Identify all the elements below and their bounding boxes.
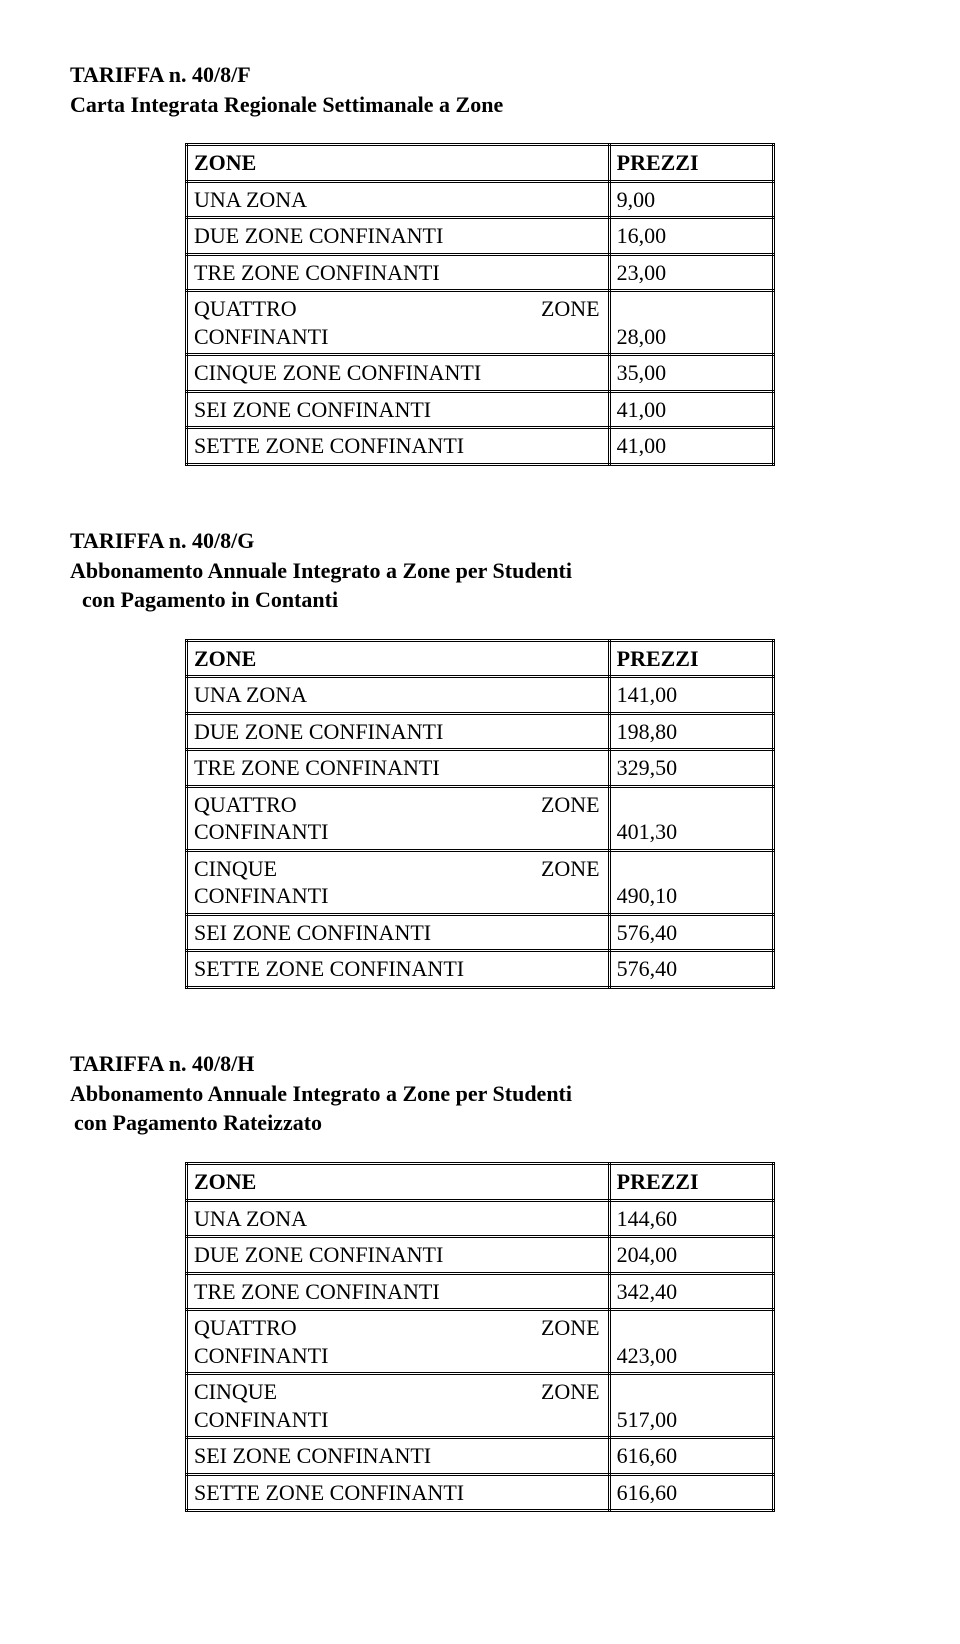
col-prezzi-header: PREZZI <box>609 1164 773 1201</box>
col-zone-header: ZONE <box>187 640 610 677</box>
table-row: UNA ZONA 9,00 <box>187 181 774 218</box>
zone-cell: DUE ZONE CONFINANTI <box>187 713 610 750</box>
table-row: QUATTRO ZONE CONFINANTI 28,00 <box>187 291 774 355</box>
zone-cell: UNA ZONA <box>187 181 610 218</box>
price-cell: 616,60 <box>609 1474 773 1511</box>
zone-cell-sub: CONFINANTI <box>194 1342 600 1370</box>
table-row: TRE ZONE CONFINANTI 329,50 <box>187 750 774 787</box>
price-cell: 23,00 <box>609 254 773 291</box>
zone-cell: TRE ZONE CONFINANTI <box>187 254 610 291</box>
tariffa-h-subtitle: Abbonamento Annuale Integrato a Zone per… <box>70 1079 890 1109</box>
zone-cell: QUATTRO ZONE CONFINANTI <box>187 1310 610 1374</box>
zone-cell: SETTE ZONE CONFINANTI <box>187 951 610 988</box>
price-cell: 198,80 <box>609 713 773 750</box>
table-header-row: ZONE PREZZI <box>187 145 774 182</box>
zone-cell: SEI ZONE CONFINANTI <box>187 914 610 951</box>
zone-cell: CINQUE ZONE CONFINANTI <box>187 1374 610 1438</box>
table-row: SETTE ZONE CONFINANTI 41,00 <box>187 428 774 465</box>
col-zone-header: ZONE <box>187 145 610 182</box>
table-row: SETTE ZONE CONFINANTI 576,40 <box>187 951 774 988</box>
zone-cell-a: CINQUE <box>194 1378 277 1406</box>
zone-cell: DUE ZONE CONFINANTI <box>187 1237 610 1274</box>
price-cell: 576,40 <box>609 951 773 988</box>
table-row: CINQUE ZONE CONFINANTI 35,00 <box>187 355 774 392</box>
table-row: CINQUE ZONE CONFINANTI 490,10 <box>187 850 774 914</box>
tariffa-h-title: TARIFFA n. 40/8/H <box>70 1049 890 1079</box>
zone-cell: UNA ZONA <box>187 677 610 714</box>
tariffa-g-title: TARIFFA n. 40/8/G <box>70 526 890 556</box>
zone-cell: DUE ZONE CONFINANTI <box>187 218 610 255</box>
zone-cell: SETTE ZONE CONFINANTI <box>187 1474 610 1511</box>
zone-cell: CINQUE ZONE CONFINANTI <box>187 355 610 392</box>
table-row: UNA ZONA 144,60 <box>187 1200 774 1237</box>
table-header-row: ZONE PREZZI <box>187 1164 774 1201</box>
table-row: SETTE ZONE CONFINANTI 616,60 <box>187 1474 774 1511</box>
table-row: CINQUE ZONE CONFINANTI 517,00 <box>187 1374 774 1438</box>
price-cell: 41,00 <box>609 428 773 465</box>
col-prezzi-header: PREZZI <box>609 145 773 182</box>
zone-cell: QUATTRO ZONE CONFINANTI <box>187 786 610 850</box>
zone-cell-b: ZONE <box>541 791 600 819</box>
price-cell: 329,50 <box>609 750 773 787</box>
price-cell: 41,00 <box>609 391 773 428</box>
zone-cell-b: ZONE <box>541 1378 600 1406</box>
table-row: SEI ZONE CONFINANTI 576,40 <box>187 914 774 951</box>
table-row: SEI ZONE CONFINANTI 616,60 <box>187 1438 774 1475</box>
tariffa-f-subtitle: Carta Integrata Regionale Settimanale a … <box>70 90 890 120</box>
price-cell: 616,60 <box>609 1438 773 1475</box>
tariffa-f-table: ZONE PREZZI UNA ZONA 9,00 DUE ZONE CONFI… <box>185 143 775 466</box>
price-cell: 9,00 <box>609 181 773 218</box>
price-cell: 28,00 <box>609 291 773 355</box>
table-row: QUATTRO ZONE CONFINANTI 401,30 <box>187 786 774 850</box>
price-cell: 517,00 <box>609 1374 773 1438</box>
table-row: TRE ZONE CONFINANTI 342,40 <box>187 1273 774 1310</box>
tariffa-g-subtitle: Abbonamento Annuale Integrato a Zone per… <box>70 556 890 586</box>
zone-cell: QUATTRO ZONE CONFINANTI <box>187 291 610 355</box>
table-row: DUE ZONE CONFINANTI 198,80 <box>187 713 774 750</box>
zone-cell: UNA ZONA <box>187 1200 610 1237</box>
price-cell: 401,30 <box>609 786 773 850</box>
zone-cell: SEI ZONE CONFINANTI <box>187 391 610 428</box>
zone-cell-a: QUATTRO <box>194 295 297 323</box>
price-cell: 16,00 <box>609 218 773 255</box>
zone-cell-b: ZONE <box>541 1314 600 1342</box>
zone-cell-sub: CONFINANTI <box>194 1406 600 1434</box>
zone-cell-sub: CONFINANTI <box>194 323 600 351</box>
zone-cell: SEI ZONE CONFINANTI <box>187 1438 610 1475</box>
tariffa-g-table: ZONE PREZZI UNA ZONA 141,00 DUE ZONE CON… <box>185 639 775 989</box>
table-row: QUATTRO ZONE CONFINANTI 423,00 <box>187 1310 774 1374</box>
price-cell: 342,40 <box>609 1273 773 1310</box>
table-row: TRE ZONE CONFINANTI 23,00 <box>187 254 774 291</box>
col-zone-header: ZONE <box>187 1164 610 1201</box>
price-cell: 141,00 <box>609 677 773 714</box>
table-row: DUE ZONE CONFINANTI 16,00 <box>187 218 774 255</box>
zone-cell-b: ZONE <box>541 295 600 323</box>
zone-cell: SETTE ZONE CONFINANTI <box>187 428 610 465</box>
table-header-row: ZONE PREZZI <box>187 640 774 677</box>
price-cell: 204,00 <box>609 1237 773 1274</box>
price-cell: 423,00 <box>609 1310 773 1374</box>
price-cell: 144,60 <box>609 1200 773 1237</box>
col-prezzi-header: PREZZI <box>609 640 773 677</box>
zone-cell-sub: CONFINANTI <box>194 882 600 910</box>
price-cell: 576,40 <box>609 914 773 951</box>
price-cell: 35,00 <box>609 355 773 392</box>
table-row: SEI ZONE CONFINANTI 41,00 <box>187 391 774 428</box>
price-cell: 490,10 <box>609 850 773 914</box>
table-row: DUE ZONE CONFINANTI 204,00 <box>187 1237 774 1274</box>
tariffa-h-subtitle2: con Pagamento Rateizzato <box>70 1108 890 1138</box>
zone-cell-a: QUATTRO <box>194 791 297 819</box>
zone-cell-sub: CONFINANTI <box>194 818 600 846</box>
zone-cell: TRE ZONE CONFINANTI <box>187 1273 610 1310</box>
table-row: UNA ZONA 141,00 <box>187 677 774 714</box>
zone-cell: CINQUE ZONE CONFINANTI <box>187 850 610 914</box>
zone-cell: TRE ZONE CONFINANTI <box>187 750 610 787</box>
zone-cell-a: QUATTRO <box>194 1314 297 1342</box>
zone-cell-b: ZONE <box>541 855 600 883</box>
tariffa-f-title: TARIFFA n. 40/8/F <box>70 60 890 90</box>
tariffa-h-table: ZONE PREZZI UNA ZONA 144,60 DUE ZONE CON… <box>185 1162 775 1512</box>
tariffa-g-subtitle2: con Pagamento in Contanti <box>70 585 890 615</box>
zone-cell-a: CINQUE <box>194 855 277 883</box>
